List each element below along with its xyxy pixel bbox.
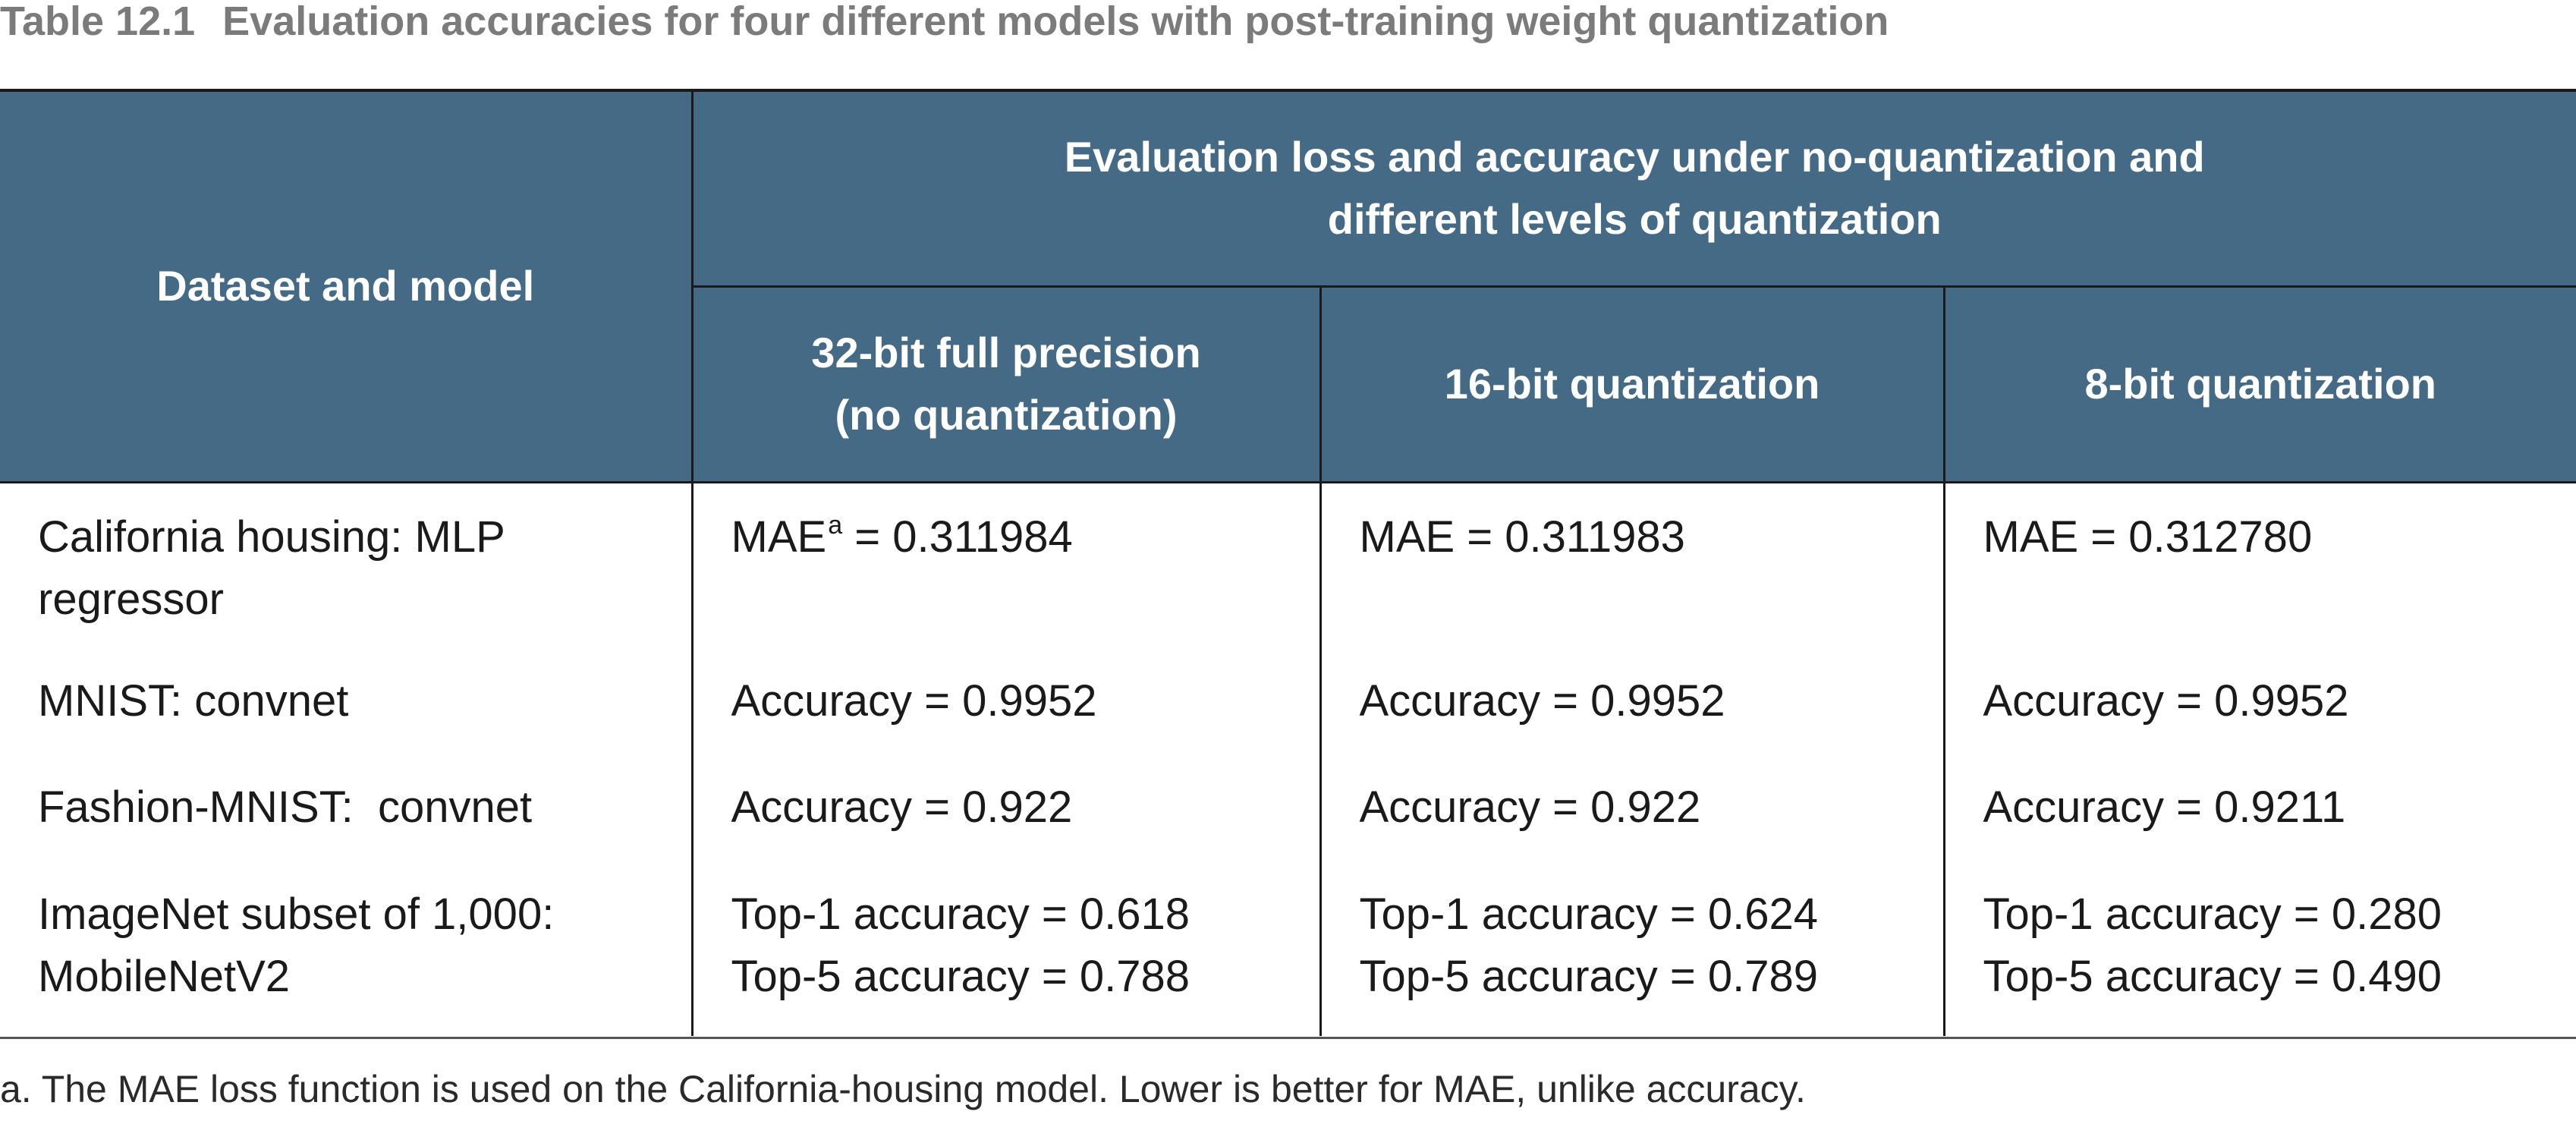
model-cell: MNIST: convnet [38, 676, 349, 726]
value-cell-16-bit: Accuracy = 0.922 [1319, 760, 1944, 867]
table-caption: Table 12.1 Evaluation accuracies for four… [0, 0, 1889, 49]
header-group-evaluation: Evaluation loss and accuracy under no-qu… [690, 92, 2576, 288]
top-rule [0, 89, 2576, 92]
value-cell-16-bit: Accuracy = 0.9952 [1319, 653, 1944, 760]
value-cell-8-bit: Accuracy = 0.9952 [1942, 653, 2576, 760]
table-number: Table 12.1 [0, 0, 196, 44]
bottom-rule [0, 1037, 2576, 1039]
quantization-table: Dataset and model Evaluation loss and ac… [0, 92, 2576, 1036]
table-title: Evaluation accuracies for four different… [222, 0, 1889, 44]
value-cell-32-bit: MAEa = 0.311984 [690, 482, 1320, 653]
model-cell: Fashion-MNIST: convnet [38, 782, 533, 832]
header-8-bit: 8-bit quantization [1942, 286, 2576, 483]
table-row: MNIST: convnet Accuracy = 0.9952 Accurac… [0, 653, 2576, 760]
value-cell-16-bit: Top-1 accuracy = 0.624 Top-5 accuracy = … [1319, 867, 1944, 1036]
model-cell: California housing: MLP regressor [38, 512, 505, 624]
table-row: Fashion-MNIST: convnet Accuracy = 0.922 … [0, 760, 2576, 867]
value-cell-32-bit: Accuracy = 0.9952 [690, 653, 1320, 760]
value-cell-16-bit: MAE = 0.311983 [1319, 482, 1944, 653]
value-cell-8-bit: Accuracy = 0.9211 [1942, 760, 2576, 867]
header-row-columns: 32-bit full precision (no quantization) … [0, 286, 2576, 483]
header-32-bit: 32-bit full precision (no quantization) [690, 286, 1320, 483]
value-cell-8-bit: Top-1 accuracy = 0.280 Top-5 accuracy = … [1942, 867, 2576, 1036]
table-row: ImageNet subset of 1,000: MobileNetV2 To… [0, 867, 2576, 1036]
footnote-marker: a [828, 510, 843, 540]
value-cell-32-bit: Accuracy = 0.922 [690, 760, 1320, 867]
header-dataset-model: Dataset and model [0, 92, 692, 483]
header-16-bit: 16-bit quantization [1319, 286, 1944, 483]
model-cell: ImageNet subset of 1,000: MobileNetV2 [38, 890, 555, 1001]
value-cell-32-bit: Top-1 accuracy = 0.618 Top-5 accuracy = … [690, 867, 1320, 1036]
value-cell-8-bit: MAE = 0.312780 [1942, 482, 2576, 653]
table-row: California housing: MLP regressor MAEa =… [0, 482, 2576, 653]
header-row-group: Dataset and model Evaluation loss and ac… [0, 92, 2576, 483]
table-footnote: a. The MAE loss function is used on the … [0, 1068, 1806, 1110]
